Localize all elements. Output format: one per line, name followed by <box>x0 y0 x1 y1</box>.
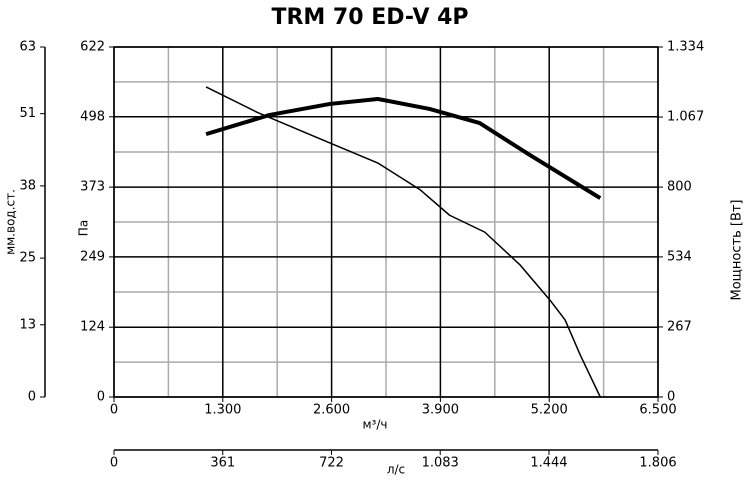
y-tick-label: 622 <box>80 40 105 55</box>
y2-tick-label: 0 <box>667 390 675 405</box>
chart-title: TRM 70 ED-V 4P <box>271 5 468 30</box>
y-axis-title: Па <box>77 220 91 236</box>
x-axis-title: м³/ч <box>363 418 388 432</box>
x-tick-label: 0 <box>110 403 118 418</box>
y2-tick-label: 267 <box>667 319 692 334</box>
y3-tick-label: 0 <box>28 390 36 405</box>
y2-tick-label: 1.067 <box>667 110 704 125</box>
y-tick-label: 249 <box>80 249 105 264</box>
x2-tick-label: 0 <box>110 456 118 471</box>
y3-tick-label: 38 <box>19 178 36 193</box>
x-tick-label: 5.200 <box>531 403 568 418</box>
y2-tick-label: 534 <box>667 249 692 264</box>
x2-tick-label: 1.806 <box>639 456 676 471</box>
series-line <box>205 86 601 398</box>
y3-tick-label: 25 <box>19 251 36 266</box>
plot-frame <box>113 46 659 398</box>
x-tick-label: 1.300 <box>204 403 241 418</box>
x2-tick-label: 361 <box>210 456 235 471</box>
x2-tick-label: 722 <box>319 456 344 471</box>
y-tick-label: 373 <box>80 180 105 195</box>
series-line <box>205 96 602 200</box>
y3-axis-title: мм.вод.ст. <box>4 189 18 255</box>
y2-tick-label: 1.334 <box>667 40 704 55</box>
x2-tick-label: 1.444 <box>530 456 567 471</box>
x-tick-label: 3.900 <box>422 403 459 418</box>
x2-tick-label: 1.083 <box>422 456 459 471</box>
y2-axis-title: Мощность [Вт] <box>730 199 745 300</box>
y-tick-label: 124 <box>80 320 105 335</box>
y2-tick-label: 800 <box>667 180 692 195</box>
y-tick-label: 0 <box>97 390 105 405</box>
y3-tick-label: 13 <box>19 317 36 332</box>
y3-tick-label: 51 <box>19 106 36 121</box>
y3-tick-label: 63 <box>19 40 36 55</box>
x-tick-label: 6.500 <box>639 403 676 418</box>
x-tick-label: 2.600 <box>313 403 350 418</box>
x2-axis-title: л/с <box>387 463 405 477</box>
y-tick-label: 498 <box>80 109 105 124</box>
